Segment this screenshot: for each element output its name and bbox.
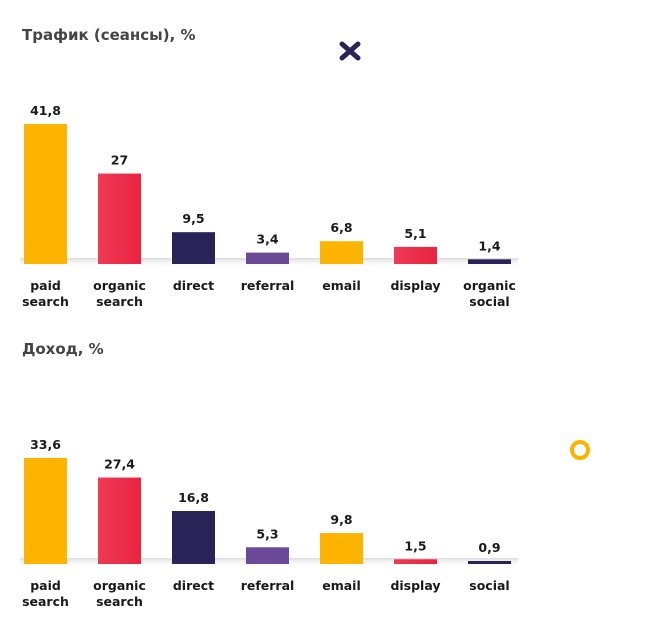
data-label: 5,1 (404, 226, 426, 241)
data-label: 27 (111, 153, 128, 168)
category-label: paid (30, 578, 61, 593)
data-label: 33,6 (30, 437, 61, 452)
data-label: 9,8 (330, 512, 352, 527)
category-label: search (22, 294, 69, 309)
category-label: direct (173, 578, 214, 593)
x-mark-icon (339, 41, 361, 61)
category-label: referral (241, 278, 295, 293)
category-label: paid (30, 278, 61, 293)
bar (394, 559, 437, 564)
traffic-chart-title: Трафик (сеансы), % (22, 26, 196, 44)
bar (172, 232, 215, 264)
bar (320, 533, 363, 564)
category-label: search (96, 594, 143, 609)
category-label: organic (463, 278, 516, 293)
category-label: display (390, 578, 440, 593)
category-label: direct (173, 278, 214, 293)
category-label: referral (241, 578, 295, 593)
data-label: 1,4 (478, 238, 500, 253)
category-label: display (390, 278, 440, 293)
bar (24, 124, 67, 264)
revenue-bar-chart: 33,6paidsearch27,4organicsearch16,8direc… (20, 437, 518, 609)
category-label: social (469, 578, 509, 593)
data-label: 0,9 (478, 540, 500, 555)
revenue-chart-title: Доход, % (22, 340, 104, 358)
bar (394, 246, 437, 264)
data-label: 41,8 (30, 103, 61, 118)
bar (98, 477, 141, 564)
category-label: search (22, 594, 69, 609)
data-label: 3,4 (256, 232, 278, 247)
data-label: 1,5 (404, 538, 426, 553)
bar (468, 561, 511, 564)
data-label: 5,3 (256, 526, 278, 541)
ring-icon (570, 440, 590, 460)
category-label: organic (93, 278, 146, 293)
bar (98, 173, 141, 264)
category-label: email (322, 278, 361, 293)
data-label: 16,8 (178, 490, 209, 505)
bar (246, 547, 289, 564)
data-label: 6,8 (330, 220, 352, 235)
bar (172, 511, 215, 564)
category-label: search (96, 294, 143, 309)
bar (246, 252, 289, 264)
traffic-bar-chart: 41,8paidsearch27organicsearch9,5direct3,… (20, 103, 518, 309)
category-label: organic (93, 578, 146, 593)
bar (320, 241, 363, 264)
data-label: 9,5 (182, 211, 204, 226)
bar (24, 458, 67, 564)
category-label: social (469, 294, 509, 309)
data-label: 27,4 (104, 457, 135, 472)
bar (468, 259, 511, 264)
category-label: email (322, 578, 361, 593)
